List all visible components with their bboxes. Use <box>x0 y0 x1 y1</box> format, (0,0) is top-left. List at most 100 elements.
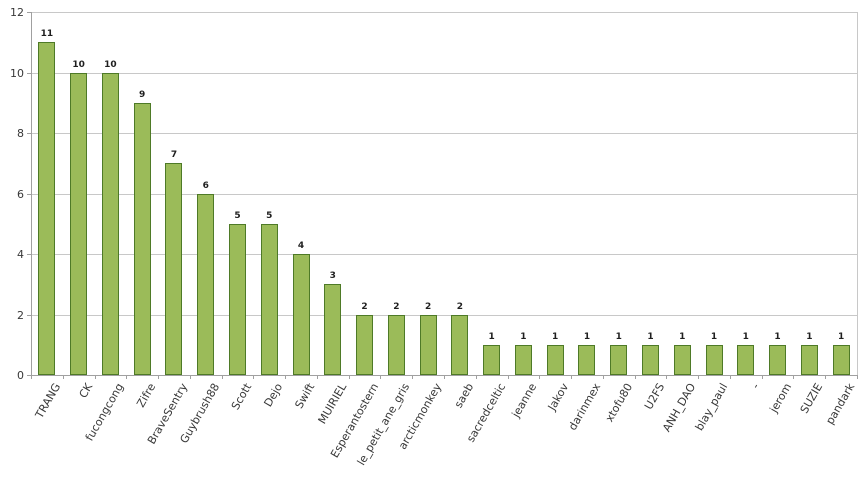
x-tick <box>412 376 413 379</box>
gridline <box>31 314 857 316</box>
y-tick <box>27 375 31 376</box>
gridline <box>31 12 857 13</box>
x-tick <box>349 376 350 379</box>
x-tick <box>508 376 509 379</box>
bar <box>546 344 564 375</box>
y-tick <box>27 133 31 134</box>
bar-value-label: 2 <box>393 301 400 312</box>
x-tick <box>63 376 64 379</box>
bar <box>229 223 246 375</box>
bar-value-label: 1 <box>552 331 559 342</box>
bar-value-label: 1 <box>806 331 813 342</box>
y-axis-label: 10 <box>10 66 24 80</box>
bar-value-label: 1 <box>742 331 749 342</box>
x-tick <box>603 376 604 379</box>
bar-value-label: 1 <box>647 331 654 342</box>
y-tick <box>27 193 31 195</box>
y-axis-line <box>31 12 32 375</box>
y-tick <box>27 314 31 316</box>
gridline <box>31 133 857 134</box>
x-tick <box>222 376 223 379</box>
plot-right-border <box>857 12 858 375</box>
bar-value-label: 11 <box>40 29 54 40</box>
bar <box>578 344 596 375</box>
bar-value-label: 4 <box>297 241 305 251</box>
bar-value-label: 2 <box>456 301 463 312</box>
bar <box>133 102 151 375</box>
x-tick <box>126 376 127 379</box>
x-tick <box>190 376 191 379</box>
y-axis-label: 0 <box>17 369 24 382</box>
bar <box>642 344 659 375</box>
gridline <box>31 254 857 255</box>
gridline <box>31 72 857 74</box>
bar <box>769 344 787 375</box>
bar-value-label: 1 <box>520 331 527 342</box>
gridline <box>31 193 857 195</box>
x-tick <box>857 376 858 379</box>
bar <box>514 344 532 375</box>
bar <box>165 163 183 375</box>
bar-value-label: 5 <box>266 210 273 221</box>
y-axis-label: 2 <box>17 308 24 322</box>
bar <box>705 344 723 375</box>
x-tick <box>825 376 826 379</box>
x-tick <box>793 376 794 379</box>
y-axis-label: 12 <box>10 6 24 19</box>
x-tick <box>285 376 286 379</box>
y-tick <box>27 72 31 74</box>
bar-value-label: 1 <box>774 331 781 342</box>
y-axis-label: 8 <box>17 127 24 140</box>
bar-value-label: 3 <box>329 271 336 282</box>
bar <box>38 42 56 375</box>
y-tick <box>27 12 31 13</box>
x-tick <box>698 376 699 379</box>
x-tick <box>635 376 636 379</box>
x-tick <box>317 376 318 379</box>
bar-value-label: 10 <box>72 59 85 70</box>
bar-value-label: 1 <box>679 331 686 342</box>
x-tick <box>539 376 540 379</box>
x-tick <box>476 376 477 379</box>
bar-value-label: 1 <box>583 331 591 342</box>
bar <box>260 223 278 375</box>
bar <box>483 344 501 375</box>
bar <box>387 314 405 375</box>
bar-value-label: 1 <box>837 331 845 342</box>
x-tick <box>666 376 667 379</box>
bar <box>673 344 691 375</box>
x-tick <box>31 376 32 379</box>
x-tick <box>380 376 381 379</box>
bar-value-label: 5 <box>234 210 241 221</box>
bar-value-label: 1 <box>488 331 495 342</box>
bar-value-label: 6 <box>202 180 209 191</box>
bar-value-label: 2 <box>361 301 368 312</box>
bar <box>101 72 119 375</box>
x-tick <box>253 376 254 379</box>
bar <box>197 193 215 375</box>
bar <box>356 314 374 375</box>
x-tick <box>95 376 96 379</box>
bar <box>832 344 850 375</box>
bar <box>737 344 755 375</box>
bar-value-label: 10 <box>104 59 117 70</box>
bar-value-label: 2 <box>424 301 432 312</box>
y-axis-label: 4 <box>17 248 24 261</box>
x-tick <box>730 376 731 379</box>
bar <box>292 254 310 375</box>
x-tick <box>158 376 159 379</box>
x-axis-line <box>31 375 858 376</box>
bar <box>610 344 628 375</box>
bar-value-label: 1 <box>615 331 622 342</box>
bar <box>70 72 88 375</box>
bar <box>419 314 437 375</box>
x-tick <box>571 376 572 379</box>
bar <box>451 314 469 375</box>
bar <box>324 284 342 375</box>
bar-value-label: 7 <box>170 150 178 161</box>
bar-value-label: 1 <box>710 331 718 342</box>
x-tick <box>762 376 763 379</box>
y-axis-label: 6 <box>17 187 24 201</box>
bar <box>800 344 818 375</box>
